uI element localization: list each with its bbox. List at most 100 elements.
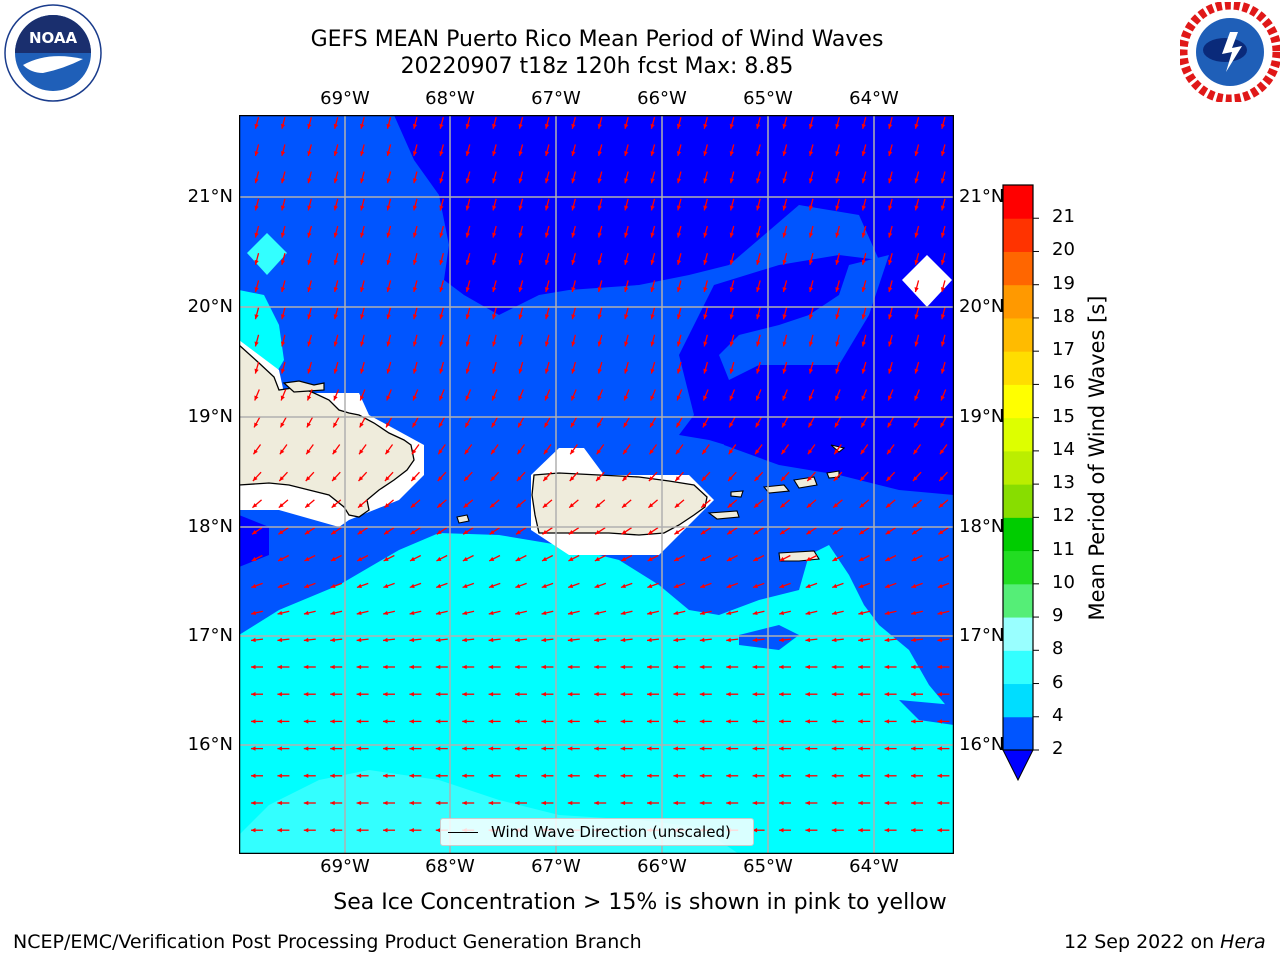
wind-wave-arrow <box>277 582 290 589</box>
wind-wave-arrow <box>676 144 682 157</box>
footer-date-text: 12 Sep 2022 on <box>1064 931 1221 953</box>
wind-wave-arrow <box>305 444 314 455</box>
wind-wave-arrow <box>729 361 735 374</box>
wind-wave-arrow <box>779 746 791 751</box>
colorbar-segment <box>1003 185 1033 219</box>
wind-wave-arrow <box>726 582 739 589</box>
wind-wave-arrow <box>676 280 682 293</box>
wind-wave-arrow <box>541 800 554 806</box>
wind-wave-arrow <box>254 280 260 293</box>
wind-wave-arrow <box>778 637 792 643</box>
wind-wave-arrow <box>832 527 844 535</box>
wind-wave-arrow <box>884 746 897 751</box>
wind-wave-arrow <box>752 610 765 616</box>
wind-wave-arrow <box>831 582 844 589</box>
wind-wave-arrow <box>911 719 923 724</box>
wind-wave-arrow <box>937 828 950 833</box>
wind-wave-arrow <box>939 444 948 455</box>
wind-wave-arrow <box>834 416 842 428</box>
wind-wave-arrow <box>412 144 418 157</box>
wind-wave-arrow <box>914 307 920 320</box>
wind-wave-arrow <box>251 828 263 833</box>
wind-wave-arrow <box>435 664 448 670</box>
wind-wave-arrow <box>251 800 263 806</box>
wind-wave-arrow <box>728 444 737 455</box>
wind-wave-arrow <box>650 198 656 211</box>
wind-wave-arrow <box>756 334 761 347</box>
wind-wave-arrow <box>465 389 472 401</box>
wind-wave-arrow <box>307 280 312 293</box>
wind-wave-arrow <box>465 171 471 184</box>
wind-wave-arrow <box>463 499 474 509</box>
wind-wave-arrow <box>333 280 339 293</box>
wind-wave-arrow <box>277 610 290 616</box>
wind-wave-arrow <box>436 527 448 535</box>
wind-wave-arrow <box>462 554 474 562</box>
wind-wave-arrow <box>543 416 551 428</box>
wind-wave-arrow <box>884 828 897 833</box>
wind-wave-arrow <box>752 692 765 697</box>
longitude-label-top: 67°W <box>531 88 581 109</box>
colorbar-tick-label: 2 <box>1052 738 1064 759</box>
wind-wave-arrow <box>727 471 737 482</box>
wind-wave-arrow <box>782 225 788 238</box>
wind-wave-arrow <box>703 253 708 265</box>
wind-wave-arrow <box>541 610 554 616</box>
colorbar-segment <box>1003 517 1033 552</box>
colorbar-tick-label: 6 <box>1052 671 1064 693</box>
wind-wave-arrow <box>650 171 656 184</box>
wind-wave-arrow <box>888 307 893 320</box>
wind-wave-arrow <box>699 610 712 616</box>
latitude-label-left: 17°N <box>187 625 233 646</box>
wind-wave-arrow <box>331 499 342 509</box>
latitude-label-right: 16°N <box>959 734 1005 755</box>
wind-wave-arrow <box>594 692 607 697</box>
wind-wave-arrow <box>729 225 735 238</box>
wind-wave-arrow <box>569 471 579 482</box>
wind-wave-arrow <box>861 280 867 293</box>
wind-wave-arrow <box>782 307 788 320</box>
wind-wave-arrow <box>726 746 739 751</box>
wind-wave-arrow <box>646 637 660 643</box>
wind-wave-arrow <box>357 527 368 535</box>
wind-wave-arrow <box>914 361 920 374</box>
wind-wave-arrow <box>673 582 686 589</box>
wind-wave-arrow <box>674 527 685 535</box>
wind-wave-arrow <box>673 610 686 616</box>
wind-wave-arrow <box>356 582 369 589</box>
wind-wave-arrow <box>568 527 580 535</box>
wind-wave-arrow <box>567 610 580 616</box>
wind-wave-arrow <box>621 499 632 509</box>
wind-wave-arrow <box>940 361 946 374</box>
wind-wave-arrow <box>597 225 603 238</box>
wind-wave-arrow <box>782 334 788 347</box>
wind-wave-arrow <box>277 637 290 643</box>
wind-wave-arrow <box>333 389 340 401</box>
wind-wave-arrow <box>647 719 659 724</box>
wind-wave-arrow <box>303 828 316 833</box>
wind-wave-arrow <box>356 554 369 562</box>
wind-wave-arrow <box>858 746 871 751</box>
wind-wave-arrow <box>333 144 339 157</box>
wind-wave-arrow <box>624 171 629 184</box>
wind-wave-arrow <box>597 307 603 320</box>
wind-wave-arrow <box>676 389 683 401</box>
map-legend: Wind Wave Direction (unscaled) <box>440 818 754 846</box>
wind-wave-arrow <box>383 582 395 589</box>
colorbar-tick-label: 16 <box>1052 372 1075 394</box>
wind-wave-arrow <box>541 637 554 643</box>
wind-wave-arrow <box>779 582 791 589</box>
wind-wave-arrow <box>278 471 288 482</box>
wind-wave-arrow <box>650 225 656 238</box>
wind-wave-arrow <box>726 554 738 562</box>
wind-wave-arrow <box>808 307 814 320</box>
map-plot <box>239 115 954 854</box>
wind-wave-arrow <box>779 527 791 535</box>
wind-wave-arrow <box>382 637 396 643</box>
wind-wave-arrow <box>833 471 843 482</box>
colorbar-segment <box>1003 251 1033 286</box>
longitude-label-bottom: 67°W <box>531 856 581 877</box>
wind-wave-arrow <box>488 773 501 778</box>
wind-wave-arrow <box>330 637 343 643</box>
wind-wave-arrow <box>885 499 896 509</box>
